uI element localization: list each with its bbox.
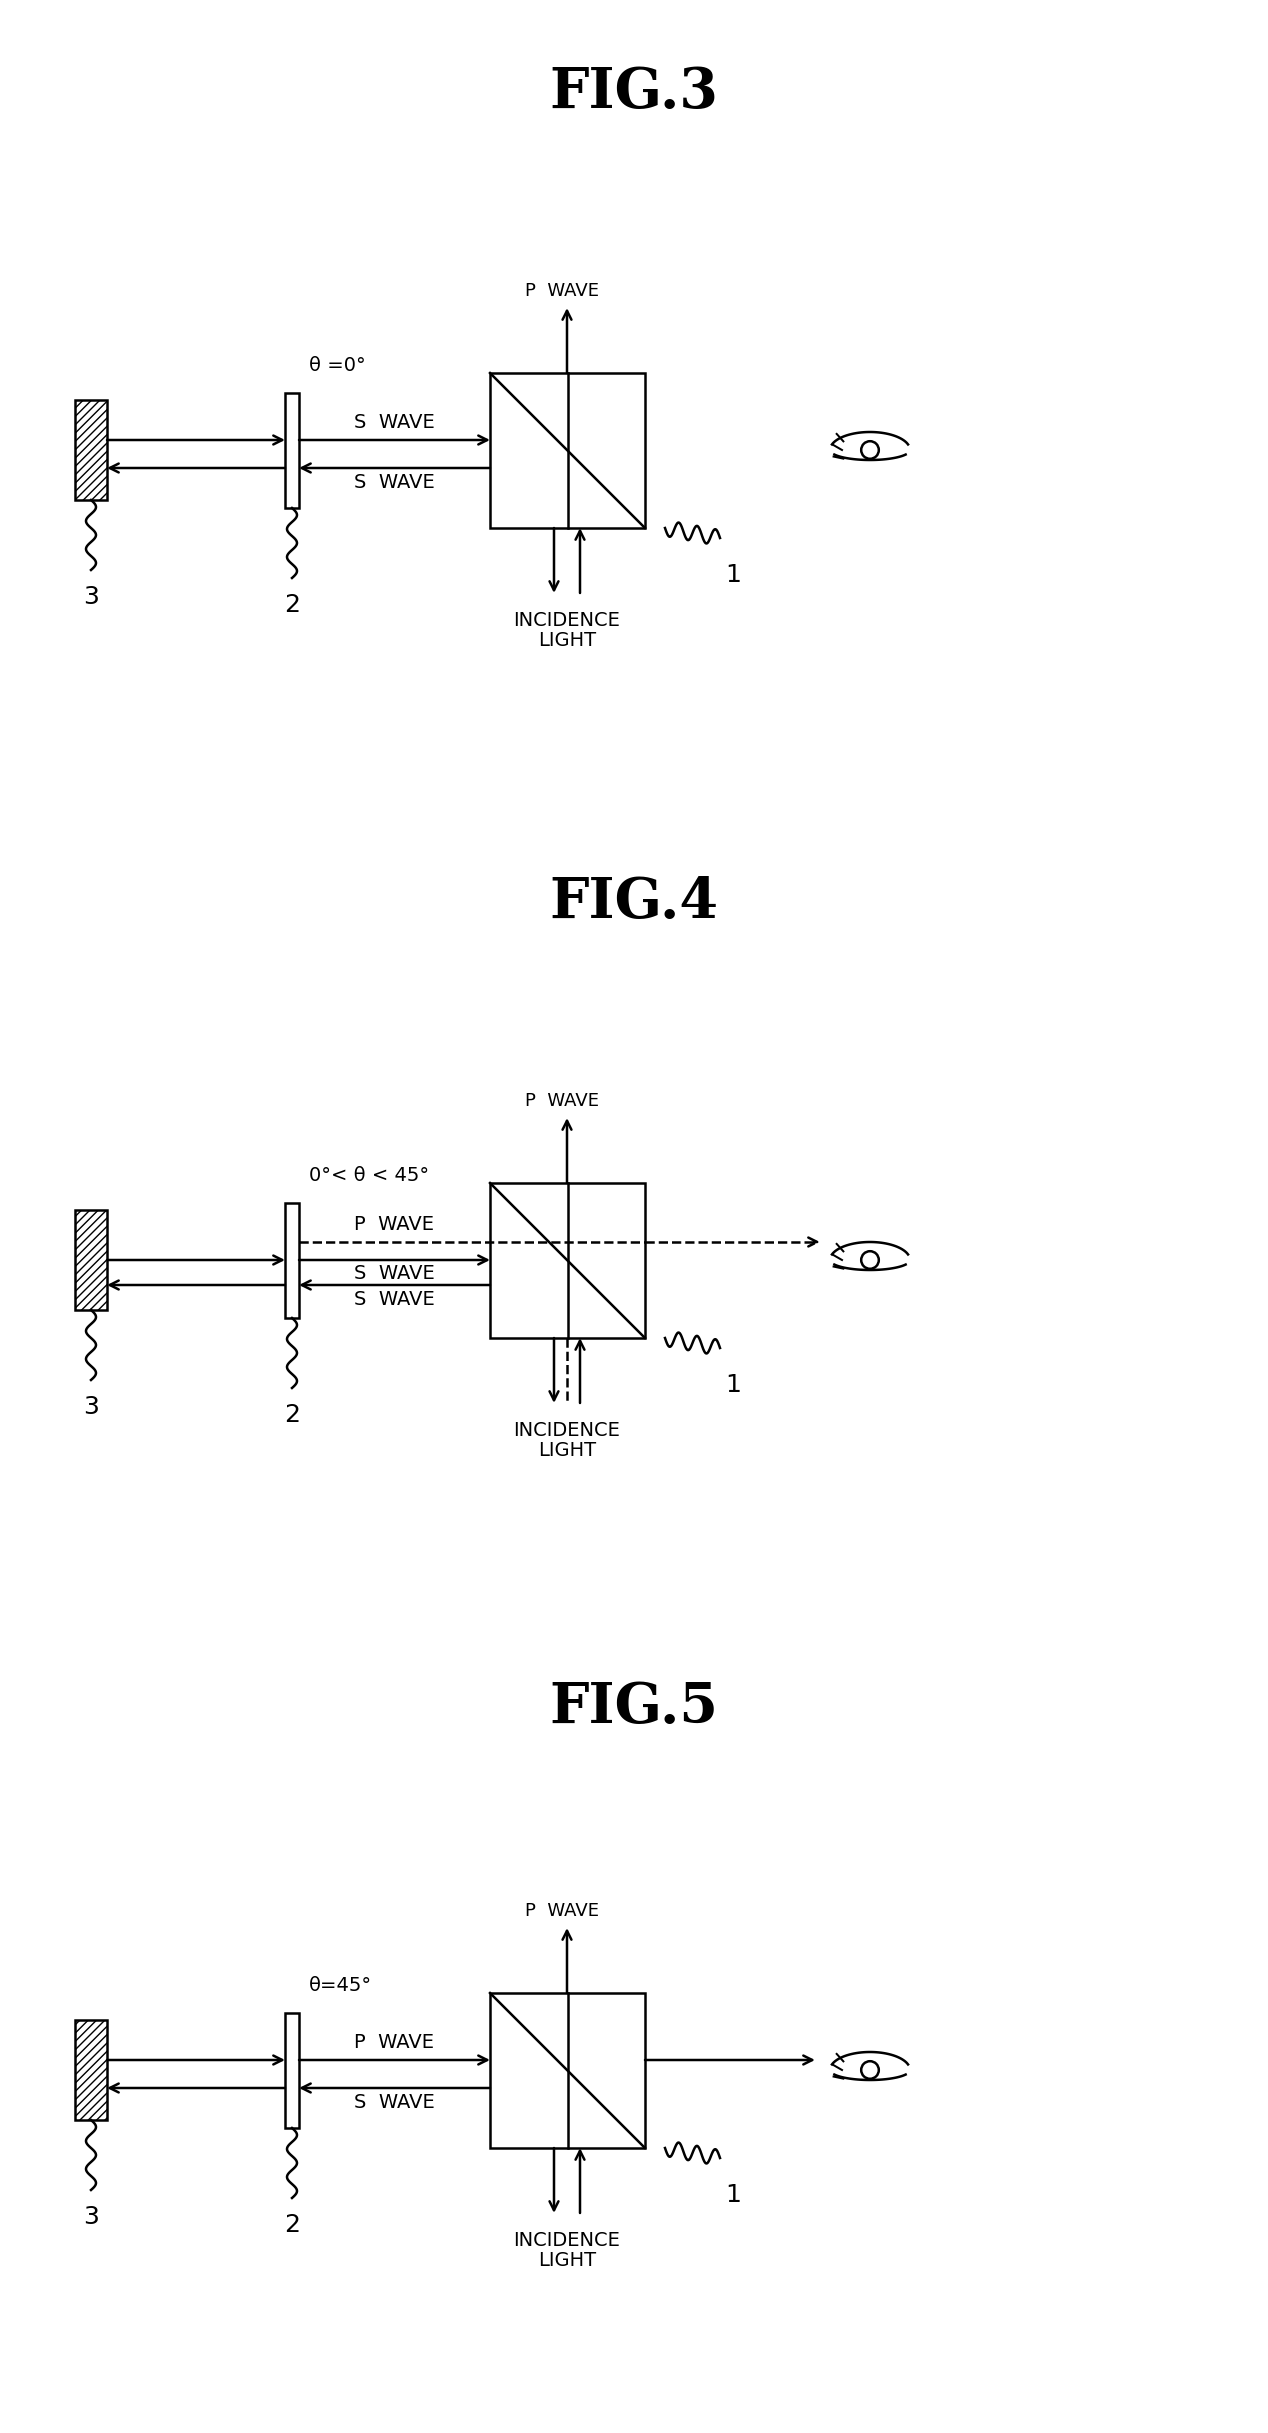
Text: 3: 3 — [84, 1394, 99, 1418]
Text: 3: 3 — [84, 2204, 99, 2229]
Text: 2: 2 — [284, 1404, 301, 1428]
Text: P  WAVE: P WAVE — [354, 1214, 434, 1234]
Text: θ =0°: θ =0° — [309, 355, 365, 375]
Text: INCIDENCE: INCIDENCE — [514, 1421, 620, 1440]
Text: P  WAVE: P WAVE — [354, 2034, 434, 2051]
Text: FIG.4: FIG.4 — [549, 876, 719, 929]
Polygon shape — [75, 399, 107, 501]
Text: 0°< θ < 45°: 0°< θ < 45° — [309, 1165, 429, 1185]
Polygon shape — [75, 2019, 107, 2119]
Text: S  WAVE: S WAVE — [354, 1265, 435, 1282]
Text: S  WAVE: S WAVE — [354, 2092, 435, 2112]
Text: S  WAVE: S WAVE — [354, 1289, 435, 1309]
Text: LIGHT: LIGHT — [538, 2251, 596, 2270]
Text: LIGHT: LIGHT — [538, 630, 596, 650]
Text: P  WAVE: P WAVE — [525, 282, 598, 299]
Text: 1: 1 — [725, 2182, 741, 2207]
Text: FIG.3: FIG.3 — [549, 66, 719, 119]
Polygon shape — [285, 1202, 299, 1319]
Text: INCIDENCE: INCIDENCE — [514, 2231, 620, 2251]
Text: θ=45°: θ=45° — [309, 1976, 372, 1995]
Text: 3: 3 — [84, 584, 99, 608]
Polygon shape — [285, 394, 299, 508]
Text: 2: 2 — [284, 2214, 301, 2236]
Text: P  WAVE: P WAVE — [525, 1092, 598, 1109]
Text: S  WAVE: S WAVE — [354, 414, 435, 433]
Text: 1: 1 — [725, 1372, 741, 1397]
Text: LIGHT: LIGHT — [538, 1440, 596, 1460]
Text: 1: 1 — [725, 562, 741, 586]
Text: FIG.5: FIG.5 — [549, 1681, 719, 1735]
Polygon shape — [285, 2012, 299, 2129]
Polygon shape — [75, 1209, 107, 1309]
Text: INCIDENCE: INCIDENCE — [514, 611, 620, 630]
Text: S  WAVE: S WAVE — [354, 472, 435, 491]
Text: 2: 2 — [284, 594, 301, 618]
Text: P  WAVE: P WAVE — [525, 1903, 598, 1920]
